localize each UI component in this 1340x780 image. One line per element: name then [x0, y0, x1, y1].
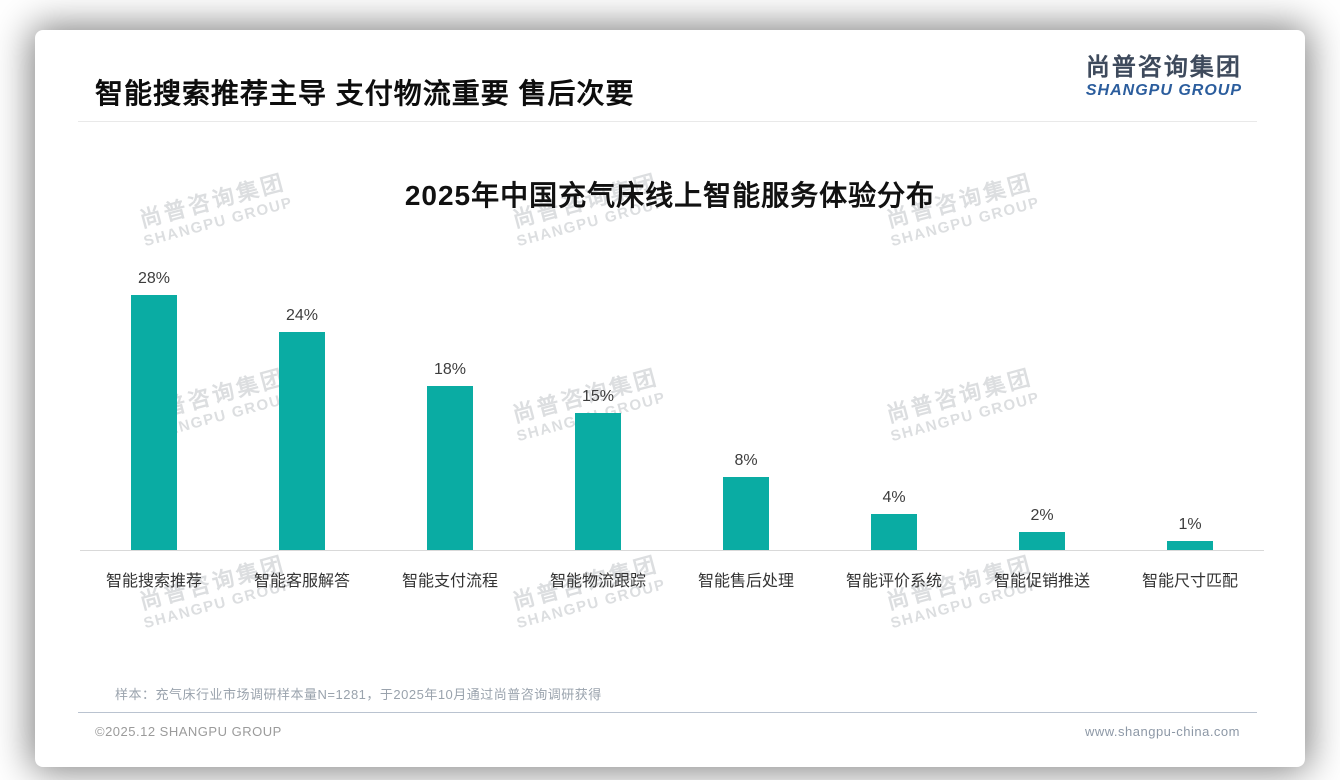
bar-column: 24% [228, 261, 376, 550]
bar-category-label: 智能支付流程 [401, 573, 498, 590]
bar [131, 295, 177, 550]
bar-value-label: 1% [1178, 516, 1202, 533]
bar [575, 413, 621, 550]
page-title: 智能搜索推荐主导 支付物流重要 售后次要 [95, 78, 635, 109]
bar [1167, 541, 1213, 550]
bar-value-label: 15% [581, 388, 615, 405]
bar-value-label: 18% [433, 361, 467, 378]
bar [427, 386, 473, 550]
bar-column: 1% [1116, 261, 1264, 550]
bar-category-label: 智能客服解答 [253, 573, 350, 590]
bar-column: 18% [376, 261, 524, 550]
bar [1019, 532, 1065, 550]
bar-column: 28% [80, 261, 228, 550]
footer-website: www.shangpu-china.com [1084, 724, 1240, 739]
logo-chinese-text: 尚普咨询集团 [1085, 54, 1242, 81]
slide-card: 智能搜索推荐主导 支付物流重要 售后次要 尚普咨询集团 SHANGPU GROU… [35, 30, 1305, 767]
brand-watermark: 尚普咨询集团 SHANGPU GROUP [486, 545, 690, 639]
bar-column: 4% [820, 261, 968, 550]
bar-column: 2% [968, 261, 1116, 550]
bar-column: 8% [672, 261, 820, 550]
brand-watermark: 尚普咨询集团 SHANGPU GROUP [113, 545, 317, 639]
bar-value-label: 24% [285, 307, 319, 324]
bar-category-label: 智能售后处理 [697, 573, 794, 590]
bar-value-label: 8% [734, 452, 758, 469]
bar-category-label: 智能搜索推荐 [105, 573, 202, 590]
brand-watermark: 尚普咨询集团 SHANGPU GROUP [860, 545, 1064, 639]
bar-value-label: 4% [882, 489, 906, 506]
chart-plot: 28% 24% 18% 15% 8% 4% 2% 1% [80, 261, 1264, 551]
chart-title: 2025年中国充气床线上智能服务体验分布 [404, 180, 936, 211]
bar-category-label: 智能尺寸匹配 [1141, 573, 1238, 590]
footer-copyright: ©2025.12 SHANGPU GROUP [95, 724, 282, 739]
chart-category-labels: 智能搜索推荐 智能客服解答 智能支付流程 智能物流跟踪 智能售后处理 智能评价系统 智能促销… [80, 567, 1264, 591]
bar [723, 477, 769, 550]
logo-english-text: SHANGPU GROUP [1085, 81, 1242, 99]
footer: ©2025.12 SHANGPU GROUP www.shangpu-china… [95, 724, 1240, 739]
bar-category-label: 智能物流跟踪 [549, 573, 646, 590]
company-logo: 尚普咨询集团 SHANGPU GROUP [1086, 54, 1242, 100]
footer-divider [78, 712, 1257, 713]
bar-category-label: 智能促销推送 [993, 573, 1090, 590]
bar-category-label: 智能评价系统 [845, 573, 942, 590]
sample-note: 样本：充气床行业市场调研样本量N=1281，于2025年10月通过尚普咨询调研获… [115, 687, 602, 702]
bar-column: 15% [524, 261, 672, 550]
bar-value-label: 2% [1030, 507, 1054, 524]
bar [279, 332, 325, 550]
bar [871, 514, 917, 550]
header-divider [78, 121, 1257, 122]
bar-value-label: 28% [137, 270, 171, 287]
